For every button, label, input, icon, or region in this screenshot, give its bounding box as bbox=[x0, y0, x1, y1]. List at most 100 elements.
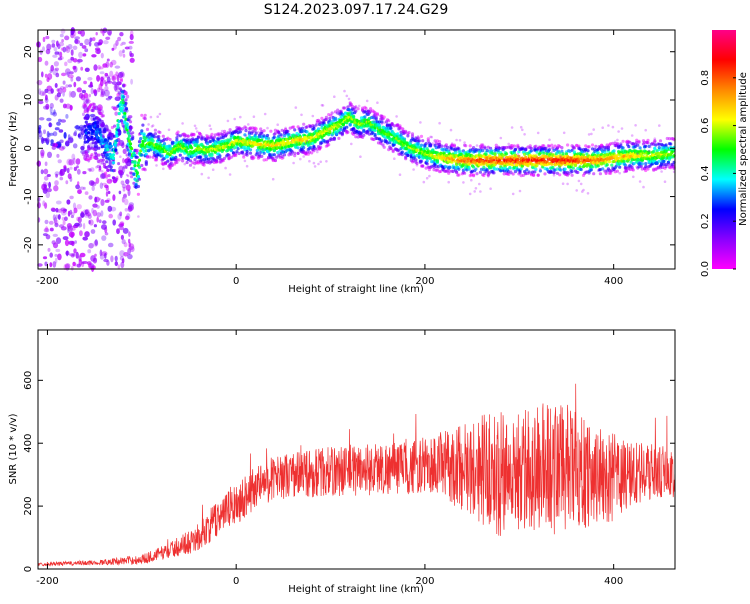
spectrogram-cell bbox=[64, 216, 68, 222]
spectrogram-cell bbox=[88, 195, 93, 200]
x-tick-label: 200 bbox=[415, 576, 434, 587]
spectrogram-cell bbox=[188, 163, 193, 167]
spectrogram-cell bbox=[434, 156, 438, 160]
spectrogram-cell bbox=[65, 141, 70, 147]
spectrogram-cell bbox=[482, 165, 486, 170]
spectrogram-cell bbox=[601, 126, 604, 129]
spectrogram-cell bbox=[67, 58, 73, 64]
spectrogram-cell bbox=[242, 155, 246, 159]
spectrogram-cell bbox=[271, 156, 275, 160]
spectrogram-cell bbox=[166, 159, 170, 163]
spectrogram-cell bbox=[80, 145, 85, 151]
spectrogram-cell bbox=[98, 165, 102, 171]
spectrogram-cell bbox=[122, 49, 125, 54]
spectrogram-cell bbox=[85, 153, 90, 157]
spectrogram-cell bbox=[78, 124, 85, 131]
spectrogram-cell bbox=[320, 103, 324, 107]
spectrogram-cell bbox=[286, 139, 290, 143]
spectrogram-cell bbox=[46, 117, 52, 122]
spectrogram-cell bbox=[544, 146, 548, 150]
spectrogram-cell bbox=[59, 176, 64, 181]
spectrogram-cell bbox=[84, 38, 90, 46]
spectrogram-cell bbox=[534, 167, 538, 171]
spectrogram-cell bbox=[84, 231, 90, 238]
spectrogram-cell bbox=[57, 214, 61, 220]
spectrogram-cell bbox=[325, 140, 330, 144]
spectrogram-cell bbox=[199, 155, 203, 159]
spectrogram-cell bbox=[74, 240, 77, 244]
spectrogram-cell bbox=[356, 107, 360, 111]
spectrogram-cell bbox=[133, 164, 137, 168]
spectrogram-cell bbox=[252, 156, 256, 160]
spectrogram-cell bbox=[52, 214, 56, 221]
spectrogram-cell bbox=[235, 150, 239, 154]
spectrogram-cell bbox=[233, 117, 236, 121]
spectrogram-cell bbox=[55, 214, 59, 219]
spectrogram-cell bbox=[164, 161, 168, 165]
spectrogram-cell bbox=[144, 160, 148, 164]
spectrogram-cell bbox=[196, 130, 199, 133]
spectrogram-cell bbox=[350, 104, 354, 108]
spectrogram-cell bbox=[197, 135, 200, 139]
spectrogram-cell bbox=[69, 227, 76, 231]
spectrogram-cell bbox=[664, 164, 668, 169]
spectrogram-cell bbox=[173, 150, 177, 154]
spectrogram-cell bbox=[532, 166, 536, 170]
spectrogram-cell bbox=[339, 127, 343, 131]
spectrogram-cell bbox=[85, 98, 90, 105]
spectrogram-cell bbox=[91, 129, 95, 133]
spectrogram-cell bbox=[57, 57, 63, 61]
spectrogram-cell bbox=[118, 81, 122, 85]
snr-x-label: Height of straight line (km) bbox=[288, 584, 424, 595]
spectrogram-cell bbox=[82, 222, 86, 230]
colorbar-ticks: 0.00.20.40.60.8 bbox=[700, 70, 736, 277]
spectrogram-cell bbox=[210, 153, 214, 158]
spectrogram-cell bbox=[107, 29, 112, 36]
spectrogram-cell bbox=[287, 133, 291, 137]
spectrogram-cell bbox=[128, 231, 131, 237]
spectrogram-cell bbox=[207, 176, 210, 180]
spectrogram-cell bbox=[570, 173, 574, 177]
spectrogram-cell bbox=[119, 221, 125, 226]
spectrogram-cell bbox=[132, 167, 136, 171]
spectrogram-cell bbox=[137, 158, 142, 162]
spectrogram-cell bbox=[71, 240, 75, 247]
spectrogram-cell bbox=[408, 142, 412, 146]
x-tick-label: -200 bbox=[36, 276, 59, 287]
spectrogram-cell bbox=[76, 204, 82, 210]
spectrogram-cell bbox=[121, 106, 125, 110]
spectrogram-cell bbox=[279, 133, 283, 137]
spectrogram-cell bbox=[36, 160, 41, 167]
spectrogram-cell bbox=[467, 166, 471, 170]
spectrogram-cell bbox=[429, 143, 433, 147]
spectrogram-cell bbox=[84, 213, 90, 218]
spectrogram-cell bbox=[181, 122, 184, 125]
spectrogram-cell bbox=[553, 144, 557, 148]
spectrogram-cell bbox=[59, 98, 64, 103]
spectrogram-cell bbox=[589, 168, 594, 172]
spectrogram-cell bbox=[586, 192, 590, 195]
spectrogram-cell bbox=[69, 253, 75, 257]
spectrogram-cell bbox=[396, 132, 400, 136]
spectrogram-cell bbox=[95, 48, 101, 55]
spectrogram-cell bbox=[70, 56, 74, 61]
spectrogram-cell bbox=[518, 189, 522, 193]
spectrogram-cell bbox=[106, 58, 110, 62]
spectrogram-cell bbox=[632, 157, 637, 161]
spectrogram-cell bbox=[604, 171, 608, 175]
spectrogram-cell bbox=[266, 126, 269, 130]
spectrogram-cell bbox=[72, 157, 76, 165]
spectrogram-cell bbox=[130, 175, 134, 179]
spectrogram-cell bbox=[57, 87, 63, 95]
spectrogram-cell bbox=[529, 146, 534, 150]
spectrogram-cell bbox=[532, 173, 536, 177]
spectrogram-cell bbox=[559, 168, 563, 172]
spectrogram-cell bbox=[316, 127, 321, 131]
spectrogram-cell bbox=[128, 40, 134, 44]
spectrogram-cell bbox=[475, 144, 479, 147]
spectrogram-cell bbox=[49, 262, 53, 268]
spectrogram-cell bbox=[121, 41, 126, 45]
spectrogram-cell bbox=[127, 139, 131, 143]
spectrogram-cell bbox=[431, 142, 435, 145]
spectrogram-cell bbox=[631, 168, 635, 172]
